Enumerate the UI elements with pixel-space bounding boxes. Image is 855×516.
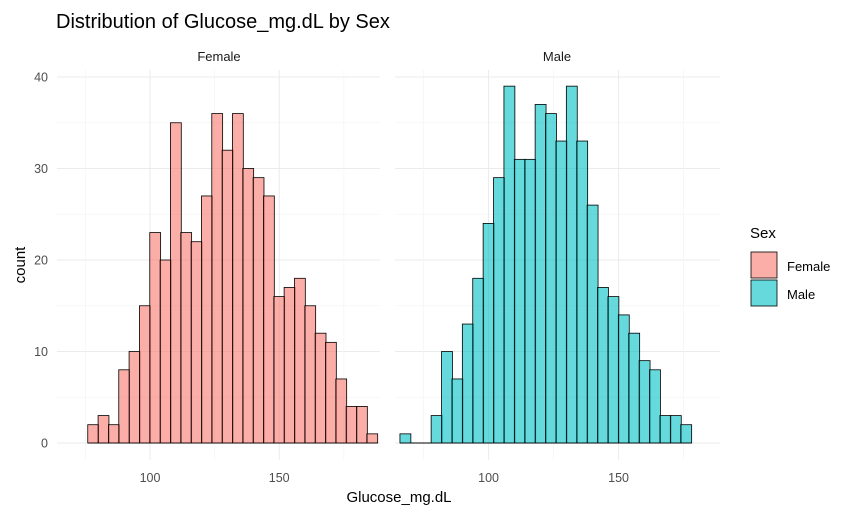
legend: Sex Female Male xyxy=(750,225,830,307)
x-tick-label: 150 xyxy=(269,471,290,485)
histogram-bar xyxy=(461,323,474,444)
histogram-bar xyxy=(399,433,412,444)
histogram-bar xyxy=(617,314,630,444)
y-tick-label: 40 xyxy=(34,71,48,85)
histogram-bar xyxy=(451,378,464,444)
bars-male xyxy=(399,85,693,444)
histogram-bar xyxy=(87,424,100,444)
histogram-bar xyxy=(190,241,203,444)
histogram-bar xyxy=(149,232,162,444)
histogram-bar xyxy=(314,332,327,444)
histogram-bar xyxy=(356,405,368,444)
y-tick-label: 10 xyxy=(34,345,48,359)
histogram-bar xyxy=(294,277,306,444)
histogram-bar xyxy=(201,195,213,444)
facet-label-female: Female xyxy=(197,49,240,64)
histogram-bar xyxy=(139,305,151,444)
legend-label-female: Female xyxy=(787,259,830,274)
histogram-bar xyxy=(170,122,182,444)
y-tick-label: 0 xyxy=(41,437,48,451)
y-axis-title: count xyxy=(12,246,29,284)
histogram-bar xyxy=(534,104,547,444)
histogram-bar xyxy=(335,378,348,444)
histogram-bar xyxy=(345,405,358,444)
bars-female xyxy=(87,113,379,444)
histogram-bar xyxy=(607,296,620,444)
legend-title: Sex xyxy=(750,225,776,242)
histogram-bar xyxy=(649,369,661,444)
histogram-bar xyxy=(128,351,141,444)
legend-label-male: Male xyxy=(787,287,815,302)
legend-key-female xyxy=(750,251,778,279)
histogram-bar xyxy=(221,149,234,444)
histogram-bar xyxy=(441,351,453,444)
facet-label-male: Male xyxy=(543,49,571,64)
facet-panel-female: Female 100 150 xyxy=(57,49,380,485)
histogram-bar xyxy=(180,232,193,444)
histogram-bar xyxy=(503,85,516,444)
histogram-bar xyxy=(680,424,693,444)
histogram-bar xyxy=(555,140,568,444)
histogram-bar xyxy=(273,296,286,444)
histogram-bar xyxy=(628,332,641,444)
histogram-bar xyxy=(482,222,495,444)
histogram-bar xyxy=(669,415,682,444)
histogram-bar xyxy=(597,287,609,444)
histogram-bar xyxy=(659,415,672,444)
x-axis-title: Glucose_mg.dL xyxy=(346,489,451,506)
histogram-bar xyxy=(565,85,578,444)
facet-panel-male: Male 100 150 xyxy=(395,49,720,485)
histogram-bar xyxy=(325,341,337,444)
histogram-bar xyxy=(118,369,131,444)
histogram-bar xyxy=(252,177,265,444)
histogram-bar xyxy=(283,287,296,444)
histogram-bar xyxy=(242,168,255,444)
histogram-bar xyxy=(430,415,443,444)
histogram-bar xyxy=(576,140,589,444)
x-tick-label: 100 xyxy=(140,471,161,485)
x-tick-label: 100 xyxy=(478,471,499,485)
histogram-bar xyxy=(232,113,244,444)
histogram-bar xyxy=(366,433,379,444)
histogram-bar xyxy=(472,277,485,444)
histogram-bar xyxy=(159,259,172,444)
histogram-bar xyxy=(513,158,526,444)
histogram-bar xyxy=(524,158,537,444)
histogram-bar xyxy=(586,204,599,444)
chart-title: Distribution of Glucose_mg.dL by Sex xyxy=(56,11,390,33)
histogram-bar xyxy=(638,360,651,444)
histogram-bar xyxy=(108,424,120,444)
histogram-bar xyxy=(263,195,275,444)
histogram-bar xyxy=(97,415,110,444)
y-axis: 0 10 20 30 40 xyxy=(34,71,48,451)
x-tick-label: 150 xyxy=(608,471,629,485)
histogram-bar xyxy=(211,113,224,444)
histogram-bar xyxy=(304,305,317,444)
legend-key-male xyxy=(750,279,778,307)
y-tick-label: 30 xyxy=(34,162,48,176)
histogram-bar xyxy=(545,113,557,444)
histogram-bar xyxy=(493,177,505,444)
y-tick-label: 20 xyxy=(34,254,48,268)
